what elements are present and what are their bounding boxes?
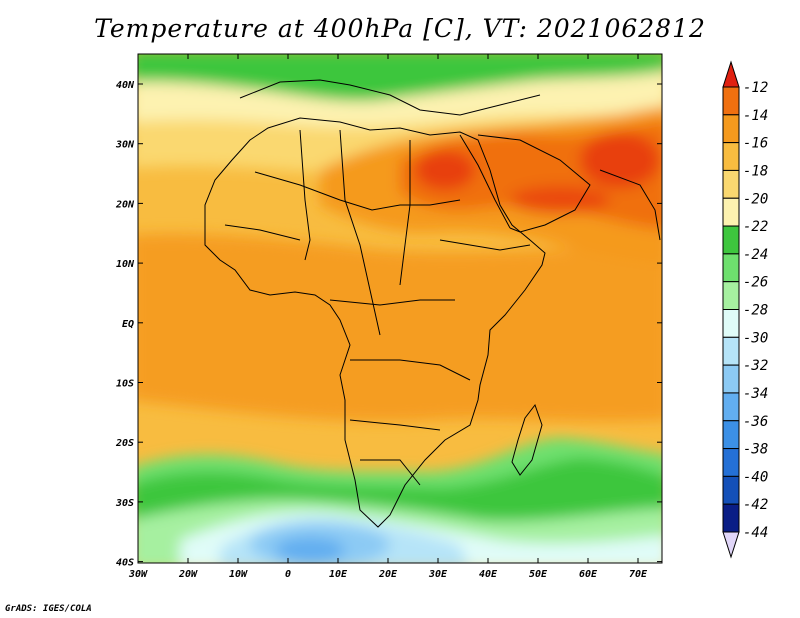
- lat-tick-label: 20N: [115, 199, 135, 210]
- northern-green: [138, 54, 662, 101]
- colorbar-label: -22: [743, 219, 768, 235]
- plot-frame: [137, 53, 663, 564]
- colorbar-swatch: [722, 281, 740, 310]
- northern-pale-yellow: [138, 71, 662, 127]
- lon-tick-label: 20W: [178, 569, 198, 580]
- lat-tick-label: 30S: [115, 498, 134, 509]
- lon-tick-label: 10W: [229, 569, 248, 580]
- border-4: [399, 140, 411, 286]
- colorbar-swatch: [722, 197, 740, 227]
- lat-tick-label: 10S: [116, 379, 134, 390]
- lon-tick-label: 30W: [128, 569, 148, 580]
- colorbar-label: -32: [743, 358, 768, 374]
- lon-tick-label: 40E: [479, 569, 498, 580]
- temperature-field: [138, 54, 662, 563]
- colorbar-swatch: [722, 503, 740, 533]
- colorbar-swatch: [722, 225, 740, 255]
- colorbar-swatch: [722, 420, 740, 450]
- colorbar-label: -18: [743, 163, 768, 179]
- lat-tick-label: 40N: [116, 80, 135, 91]
- colorbar-bottom-arrow: [722, 531, 740, 559]
- credit-text: GrADS: IGES/COLA: [5, 604, 92, 614]
- colorbar-label: -24: [743, 247, 768, 263]
- arabia-coastline: [477, 134, 591, 233]
- colorbar-label: -26: [743, 275, 768, 291]
- latitude-axis: 40N 30N 20N 10N EQ 10S 20S 30S 40S: [115, 80, 662, 569]
- lat-tick-label: 20S: [115, 438, 134, 449]
- colorbar-label: -34: [743, 386, 768, 402]
- colorbar-label: -42: [743, 497, 768, 513]
- border-8: [360, 459, 421, 486]
- lat-tick-label: 30N: [115, 140, 135, 151]
- colorbar-swatch: [722, 86, 740, 116]
- madagascar-coastline: [511, 403, 543, 476]
- lat-tick-label: EQ: [122, 319, 134, 330]
- colorbar-swatch: [722, 475, 740, 505]
- coastlines: [204, 79, 661, 528]
- hottest-core-2: [580, 132, 660, 188]
- colorbar-label: -12: [743, 80, 768, 96]
- lon-tick-label: 60E: [579, 569, 598, 580]
- colorbar-label: -44: [743, 525, 768, 541]
- colorbar-label: -40: [743, 469, 768, 485]
- colorbar-label: -38: [743, 442, 768, 458]
- colorbar-swatch: [722, 364, 740, 394]
- colorbar: -12 -14 -16 -18 -20 -22 -24 -26 -28 -30 -32 -34 -36 -…: [722, 60, 768, 559]
- lon-tick-label: 30E: [428, 569, 448, 580]
- border-5: [329, 299, 455, 306]
- colorbar-swatch: [722, 448, 740, 477]
- lon-tick-label: 10E: [329, 569, 348, 580]
- colorbar-label: -36: [743, 414, 768, 430]
- mediterranean-line: [239, 79, 541, 116]
- equatorial-orange: [138, 233, 662, 422]
- colorbar-top-arrow: [722, 60, 740, 88]
- hottest-core-1: [415, 150, 475, 190]
- colorbar-swatch: [722, 114, 740, 144]
- lat-tick-label: 40S: [116, 558, 134, 569]
- border-6: [350, 359, 471, 381]
- colorbar-swatch: [722, 392, 740, 422]
- longitude-axis: 30W 20W 10W 0 10E 20E 30E 40E 50E 60E 70E: [128, 54, 648, 580]
- colorbar-swatch: [722, 309, 740, 338]
- border-2: [299, 129, 311, 261]
- colorbar-label: -28: [743, 303, 768, 319]
- border-1: [254, 171, 461, 211]
- colorbar-swatch: [722, 336, 740, 366]
- hot-core-3: [510, 186, 610, 214]
- lon-tick-label: 20E: [378, 569, 398, 580]
- lat-tick-label: 10N: [116, 259, 135, 270]
- lon-tick-label: 0: [285, 569, 291, 580]
- red-sea-line: [459, 134, 511, 229]
- colorbar-label: -16: [743, 136, 768, 152]
- colorbar-label: -20: [743, 191, 768, 207]
- colorbar-swatch: [722, 253, 740, 283]
- border-9: [439, 239, 531, 251]
- border-7: [349, 419, 441, 431]
- india-coastline: [599, 169, 661, 241]
- colorbar-swatch: [722, 169, 740, 199]
- colorbar-label: -30: [743, 330, 768, 346]
- lon-tick-label: 70E: [629, 569, 648, 580]
- border-10: [224, 224, 301, 241]
- cold-core-2: [275, 537, 345, 563]
- border-3: [339, 129, 381, 336]
- map-title: Temperature at 400hPa [C], VT: 202106281…: [94, 14, 706, 43]
- colorbar-swatch: [722, 142, 740, 171]
- lon-tick-label: 50E: [529, 569, 548, 580]
- africa-coastline: [204, 117, 546, 528]
- colorbar-label: -14: [743, 108, 768, 124]
